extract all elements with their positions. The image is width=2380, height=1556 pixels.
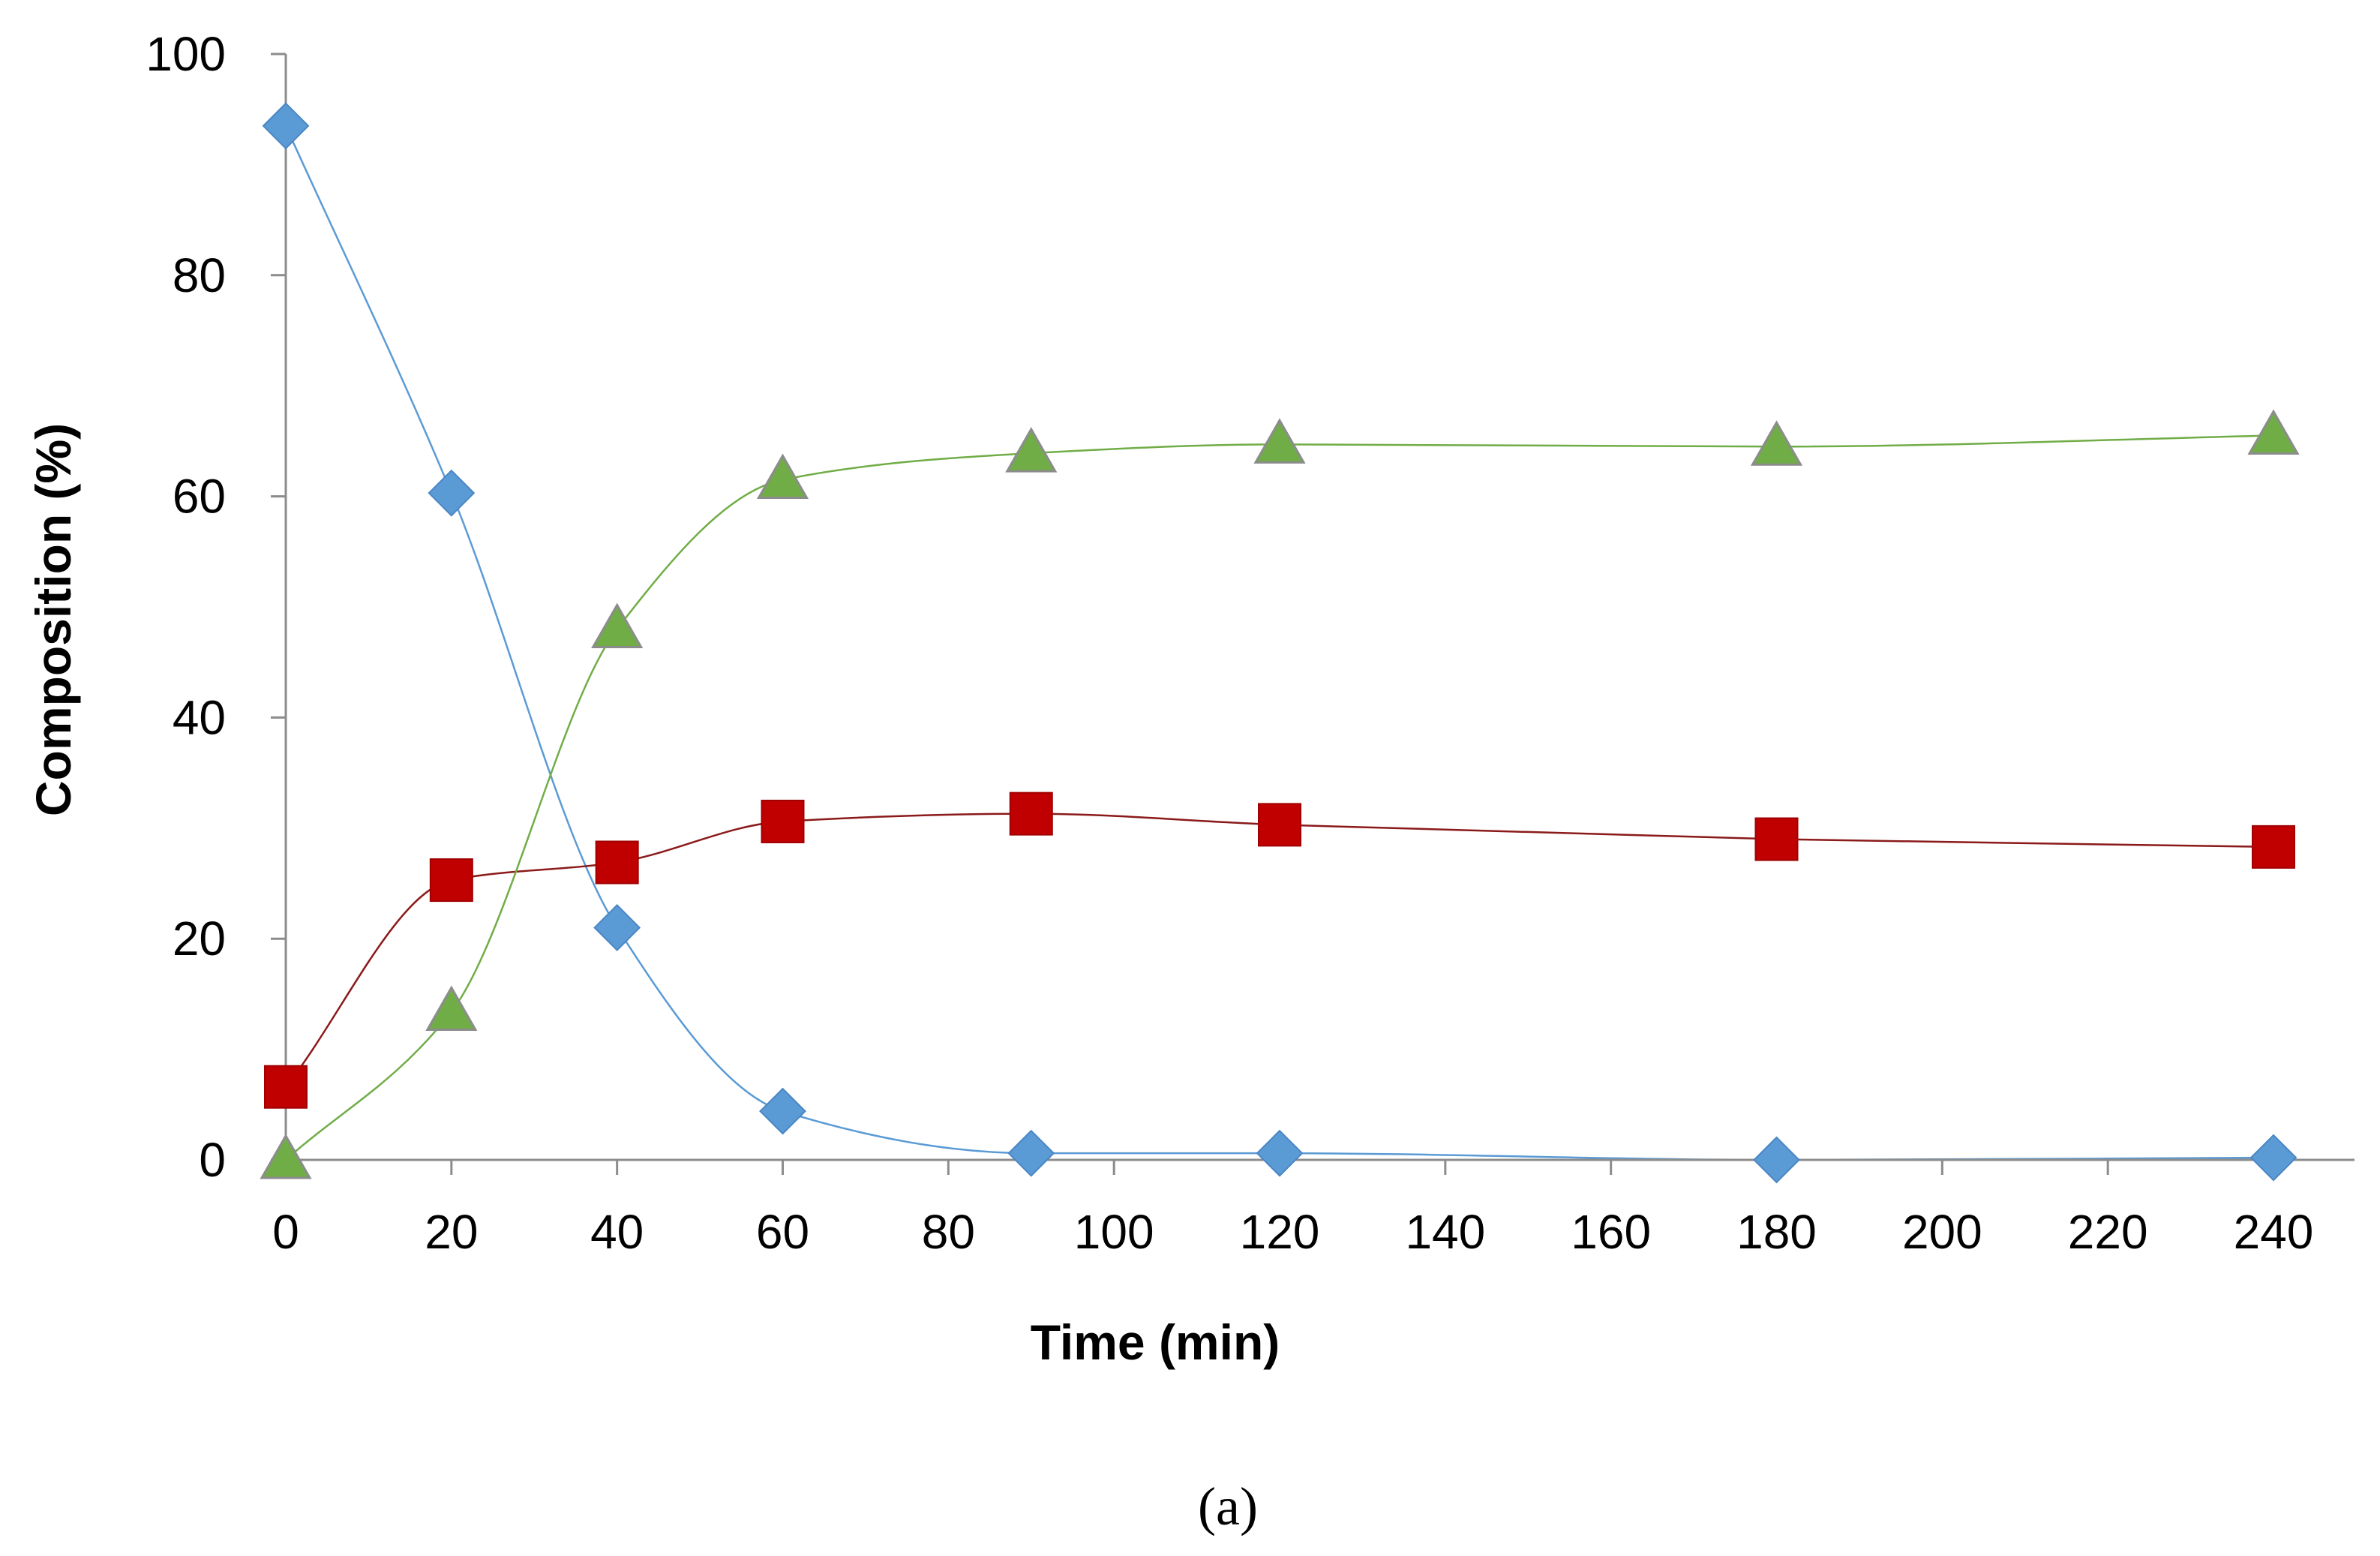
x-tick-label: 160 bbox=[1571, 1205, 1651, 1259]
data-point-diamond bbox=[593, 904, 641, 951]
series-line-triangle bbox=[285, 434, 2274, 1161]
data-point-triangle bbox=[425, 985, 478, 1031]
data-point-triangle bbox=[260, 1133, 312, 1179]
x-tick-label: 220 bbox=[2068, 1205, 2148, 1259]
data-point-triangle bbox=[591, 602, 644, 648]
data-point-diamond bbox=[1007, 1129, 1055, 1177]
data-point-diamond bbox=[428, 469, 476, 517]
x-tick-label: 40 bbox=[590, 1205, 644, 1259]
x-tick-label: 60 bbox=[756, 1205, 809, 1259]
panel-label: (a) bbox=[1198, 1476, 1258, 1536]
data-point-diamond bbox=[1753, 1136, 1800, 1184]
x-tick-label: 180 bbox=[1736, 1205, 1817, 1259]
axes bbox=[271, 53, 2354, 1175]
tick-labels: 0 20 40 60 80 100 120 140 160 180 200 220 240 0 20 40 60… bbox=[146, 27, 2313, 1259]
y-tick-label: 100 bbox=[146, 27, 226, 81]
x-tick-label: 200 bbox=[1902, 1205, 1982, 1259]
x-tick-label: 140 bbox=[1405, 1205, 1485, 1259]
data-point-triangle bbox=[756, 453, 809, 499]
y-axis-title: Composition (%) bbox=[26, 423, 81, 816]
y-tick-label: 60 bbox=[173, 470, 226, 524]
data-point-diamond bbox=[1256, 1129, 1304, 1177]
x-tick-label: 20 bbox=[425, 1205, 478, 1259]
data-point-square bbox=[761, 799, 805, 843]
x-tick-label: 240 bbox=[2234, 1205, 2314, 1259]
data-point-triangle bbox=[1750, 420, 1803, 466]
data-point-diamond bbox=[262, 102, 310, 150]
data-point-diamond bbox=[759, 1087, 806, 1135]
series-line-diamond bbox=[284, 125, 2274, 1161]
data-point-square bbox=[264, 1065, 308, 1109]
data-point-square bbox=[1258, 803, 1301, 847]
data-point-square bbox=[1754, 817, 1799, 861]
data-point-triangle bbox=[1005, 427, 1058, 473]
y-tick-label: 40 bbox=[173, 690, 226, 744]
data-point-square bbox=[2252, 825, 2295, 869]
data-point-triangle bbox=[1253, 418, 1306, 464]
series-line-square bbox=[285, 813, 2274, 1088]
data-point-square bbox=[595, 840, 639, 885]
x-tick-label: 80 bbox=[922, 1205, 975, 1259]
series-markers bbox=[260, 102, 2300, 1184]
y-tick-label: 20 bbox=[173, 912, 226, 966]
series-lines bbox=[284, 125, 2274, 1161]
x-tick-label: 100 bbox=[1074, 1205, 1154, 1259]
y-tick-label: 0 bbox=[199, 1133, 226, 1187]
data-point-diamond bbox=[2249, 1134, 2297, 1182]
x-tick-label: 0 bbox=[272, 1205, 299, 1259]
data-point-square bbox=[1009, 792, 1053, 836]
data-point-triangle bbox=[2247, 409, 2300, 455]
x-axis-title: Time (min) bbox=[1031, 1314, 1280, 1370]
data-point-square bbox=[429, 858, 473, 903]
x-tick-label: 120 bbox=[1240, 1205, 1320, 1259]
y-tick-label: 80 bbox=[173, 248, 226, 302]
